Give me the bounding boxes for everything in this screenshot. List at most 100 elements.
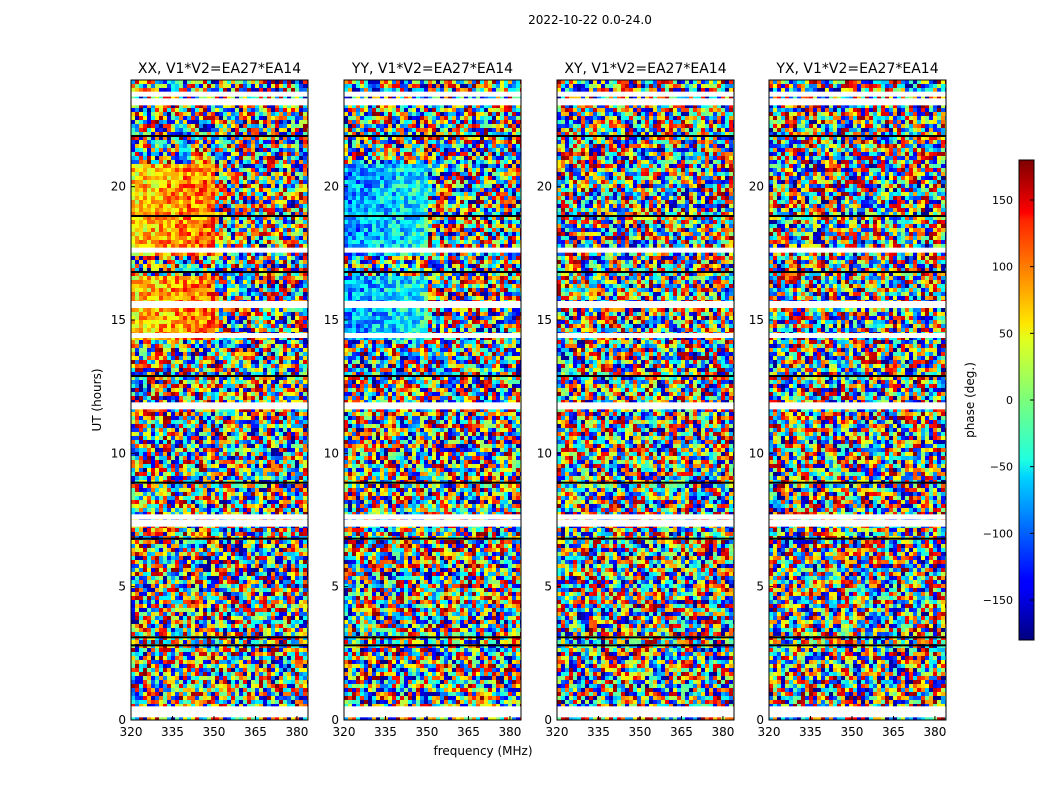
flagged-stripe	[557, 91, 734, 97]
y-tick-label: 20	[111, 180, 126, 194]
flagged-stripe	[557, 519, 734, 527]
y-tick-label: 20	[537, 180, 552, 194]
flagged-stripe	[131, 706, 308, 712]
colorbar-tick-label: 150	[992, 194, 1013, 207]
panel-xy: XY, V1*V2=EA27*EA14 320 335 350 365 380 0 5 10 15…	[537, 61, 735, 739]
scan-gap	[769, 215, 946, 217]
colorbar-tick-label: 0	[1006, 394, 1013, 407]
flagged-stripe	[557, 98, 734, 106]
x-tick-label: 350	[203, 725, 226, 739]
flagged-stripe	[344, 402, 521, 410]
axes-frame	[343, 79, 522, 721]
scan-gap	[769, 271, 946, 273]
x-tick-label: 320	[120, 725, 143, 739]
y-tick-label: 20	[749, 180, 764, 194]
scan-gap	[557, 375, 734, 377]
figure-title: 2022-10-22 0.0-24.0	[0, 13, 1050, 27]
y-tick-label: 0	[331, 713, 339, 727]
y-tick-label: 0	[118, 713, 126, 727]
scan-gap	[557, 537, 734, 540]
phase-heatmap-yx	[769, 80, 946, 720]
axes-frame	[130, 79, 309, 721]
flagged-stripe	[344, 301, 521, 308]
scan-gap	[769, 375, 946, 377]
flagged-stripe	[131, 402, 308, 410]
colorbar-tick-label: 50	[999, 327, 1013, 340]
scan-gap	[557, 135, 734, 137]
scan-gap	[557, 644, 734, 647]
flagged-stripe	[557, 301, 734, 308]
scan-gap	[344, 135, 521, 137]
scan-gap	[344, 271, 521, 273]
scan-gap	[769, 644, 946, 647]
flagged-stripe	[769, 706, 946, 712]
y-tick-label: 0	[544, 713, 552, 727]
y-tick-label: 5	[756, 580, 764, 594]
scan-gap	[557, 481, 734, 484]
scan-gap	[769, 537, 946, 540]
flagged-stripe	[344, 333, 521, 338]
axes-frame	[768, 79, 947, 721]
x-tick-label: 320	[546, 725, 569, 739]
heatmap-panels: XX, V1*V2=EA27*EA14 320 335 350 365 380 0 5 10 15…	[111, 61, 947, 739]
panel-title: XY, V1*V2=EA27*EA14	[564, 61, 726, 77]
y-tick-label: 0	[756, 713, 764, 727]
x-tick-label: 350	[629, 725, 652, 739]
x-tick-label: 365	[882, 725, 905, 739]
y-tick-label: 5	[118, 580, 126, 594]
flagged-stripe	[557, 710, 734, 718]
flagged-stripe	[344, 247, 521, 253]
x-tick-label: 365	[244, 725, 267, 739]
x-tick-label: 320	[758, 725, 781, 739]
scan-gap	[131, 375, 308, 377]
flagged-stripe	[557, 247, 734, 253]
scan-gap	[769, 636, 946, 639]
phase-heatmap-xy	[557, 80, 734, 720]
colorbar-label: phase (deg.)	[963, 362, 977, 438]
scan-gap	[344, 215, 521, 217]
flagged-stripe	[769, 247, 946, 253]
flagged-stripe	[769, 519, 946, 527]
axes-frame	[556, 79, 735, 721]
scan-gap	[344, 537, 521, 540]
x-tick-label: 365	[670, 725, 693, 739]
scan-gap	[557, 636, 734, 639]
y-tick-label: 15	[749, 313, 764, 327]
flagged-stripe	[769, 514, 946, 520]
scan-gap	[557, 271, 734, 273]
flagged-stripe	[131, 519, 308, 527]
scan-gap	[344, 481, 521, 484]
colorbar-tick-label: −100	[983, 527, 1013, 540]
flagged-stripe	[769, 333, 946, 338]
flagged-stripe	[769, 710, 946, 718]
y-tick-label: 5	[331, 580, 339, 594]
x-tick-label: 350	[416, 725, 439, 739]
y-tick-label: 10	[324, 446, 339, 460]
x-tick-label: 335	[799, 725, 822, 739]
scan-gap	[131, 644, 308, 647]
colorbar: −150 −100 −50 0 50 100 150 phase (deg.)	[963, 159, 1035, 641]
flagged-stripe	[557, 333, 734, 338]
x-tick-label: 380	[498, 725, 521, 739]
colorbar-tick-label: 100	[992, 261, 1013, 274]
shared-ylabel: UT (hours)	[90, 368, 104, 431]
scan-gap	[769, 135, 946, 137]
y-tick-label: 20	[324, 180, 339, 194]
scan-gap	[131, 215, 308, 217]
scan-gap	[131, 271, 308, 273]
flagged-stripe	[344, 710, 521, 718]
panel-yx: YX, V1*V2=EA27*EA14 320 335 350 365 380 0 5 10 15…	[749, 61, 947, 739]
flagged-stripe	[344, 91, 521, 97]
x-tick-label: 320	[333, 725, 356, 739]
shared-xlabel: frequency (MHz)	[433, 744, 532, 758]
scan-gap	[769, 481, 946, 484]
x-tick-label: 335	[587, 725, 610, 739]
flagged-stripe	[344, 706, 521, 712]
flagged-stripe	[769, 91, 946, 97]
scan-gap	[131, 135, 308, 137]
y-tick-label: 15	[111, 313, 126, 327]
flagged-stripe	[131, 301, 308, 308]
x-tick-label: 350	[841, 725, 864, 739]
flagged-stripe	[344, 98, 521, 106]
